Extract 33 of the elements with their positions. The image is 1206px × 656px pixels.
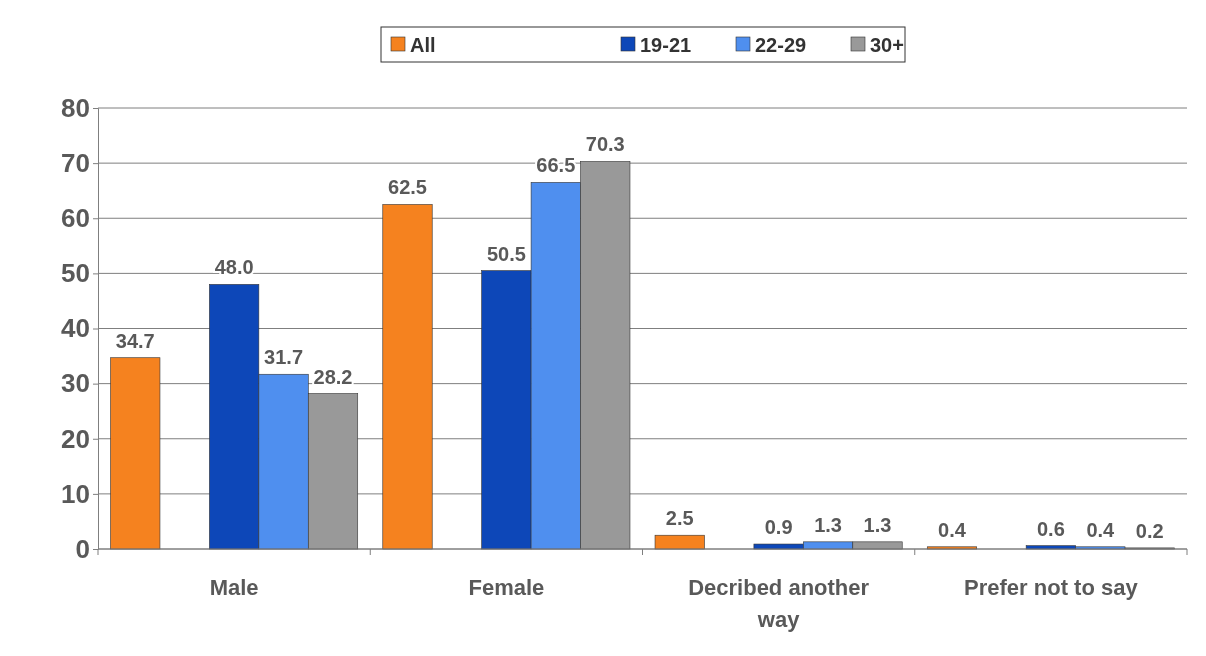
y-tick-label: 50 bbox=[61, 258, 90, 289]
data-label: 66.5 bbox=[536, 154, 576, 177]
x-tick-label: Decribed another way bbox=[688, 575, 870, 632]
y-tick-label: 0 bbox=[75, 533, 90, 564]
y-tick-label: 70 bbox=[61, 147, 90, 178]
data-label: 0.6 bbox=[1036, 517, 1065, 540]
data-label: 34.7 bbox=[115, 329, 155, 352]
y-tick-label: 10 bbox=[61, 478, 90, 509]
y-tick-label: 40 bbox=[61, 313, 90, 344]
data-label: 0.4 bbox=[938, 518, 967, 541]
y-tick-label: 60 bbox=[61, 203, 90, 234]
y-tick-label: 20 bbox=[61, 423, 90, 454]
data-label: 62.5 bbox=[388, 176, 427, 199]
data-label: 31.7 bbox=[264, 346, 304, 369]
x-tick-label: Male bbox=[209, 575, 259, 600]
x-tick-label: Female bbox=[468, 575, 545, 600]
data-label: 0.4 bbox=[1086, 518, 1116, 541]
data-label: 2.5 bbox=[665, 507, 694, 530]
x-tick-label: Prefer not to say bbox=[964, 575, 1139, 600]
legend-label: 22-29 bbox=[755, 34, 807, 56]
legend-label: All bbox=[410, 34, 436, 56]
legend-label: 19-21 bbox=[640, 34, 692, 56]
legend-label: 30+ bbox=[870, 34, 904, 56]
data-label: 0.9 bbox=[764, 516, 793, 539]
data-label: 50.5 bbox=[486, 242, 526, 265]
data-label: 1.3 bbox=[863, 513, 892, 536]
data-label: 70.3 bbox=[585, 133, 625, 156]
data-label: 0.2 bbox=[1135, 519, 1164, 542]
data-label: 28.2 bbox=[313, 365, 353, 388]
y-tick-label: 30 bbox=[61, 368, 90, 399]
data-label: 1.3 bbox=[814, 513, 842, 536]
data-label: 48.0 bbox=[214, 256, 254, 279]
y-tick-label: 80 bbox=[61, 92, 90, 123]
